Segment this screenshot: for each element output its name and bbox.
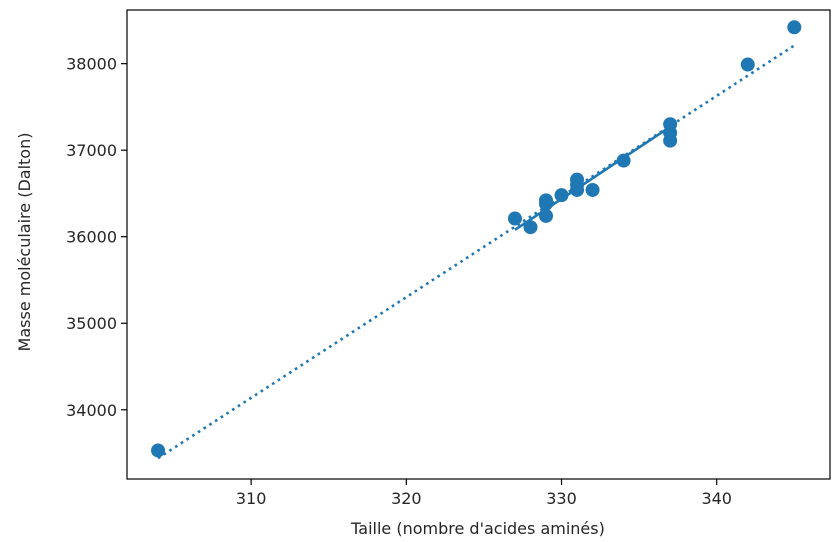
data-point xyxy=(740,57,755,72)
axes-box xyxy=(126,9,831,480)
data-point xyxy=(554,188,569,203)
data-point xyxy=(151,443,166,458)
data-point xyxy=(616,153,631,168)
data-point xyxy=(523,220,538,235)
data-point xyxy=(539,208,554,223)
data-point xyxy=(663,117,678,132)
y-axis-ticks: 34000 35000 36000 37000 38000 xyxy=(66,55,127,420)
data-point xyxy=(539,193,554,208)
x-axis-label: Taille (nombre d'acides aminés) xyxy=(350,519,605,538)
data-point xyxy=(585,182,600,197)
y-tick-label: 37000 xyxy=(66,141,117,160)
axes-frame xyxy=(126,9,831,480)
y-tick-label: 38000 xyxy=(66,55,117,74)
plot-area xyxy=(151,20,802,460)
x-tick-label: 330 xyxy=(546,489,577,508)
y-axis-label: Masse moléculaire (Dalton) xyxy=(15,133,34,352)
fit-line-solid xyxy=(514,125,671,231)
x-tick-label: 310 xyxy=(236,489,267,508)
x-axis-ticks: 310 320 330 340 xyxy=(236,479,732,508)
x-tick-label: 320 xyxy=(391,489,422,508)
data-point xyxy=(507,211,522,226)
data-point xyxy=(787,20,802,35)
data-point xyxy=(570,172,585,187)
y-tick-label: 34000 xyxy=(66,401,117,420)
fit-line-dotted xyxy=(157,44,796,460)
y-tick-label: 35000 xyxy=(66,314,117,333)
x-tick-label: 340 xyxy=(701,489,732,508)
y-tick-label: 36000 xyxy=(66,228,117,247)
